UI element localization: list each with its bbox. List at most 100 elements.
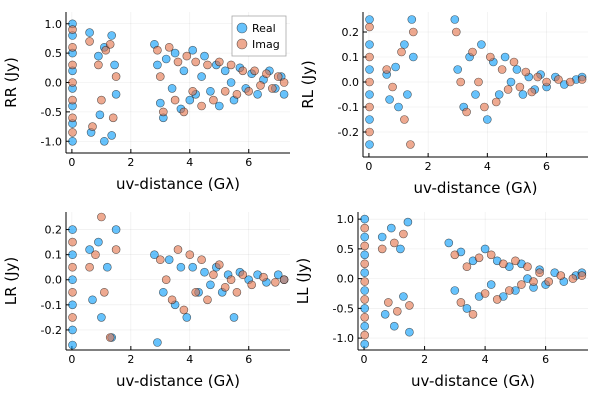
real-point	[188, 45, 197, 55]
imag-point	[405, 301, 414, 310]
real-point	[176, 262, 186, 272]
x-tick-label: 0	[365, 160, 372, 173]
imag-point	[68, 60, 77, 70]
y-tick-label: -0.1	[41, 299, 62, 312]
imag-point	[486, 250, 496, 260]
imag-point	[365, 127, 374, 137]
imag-point	[365, 102, 374, 112]
panel-rr: 0 2 4 6 -1.0 -0.5 0.0 0.5 1.0 uv-distance (Gλ) RR …	[2, 12, 290, 193]
imag-point	[167, 295, 177, 305]
imag-point	[503, 85, 513, 94]
real-point	[403, 217, 413, 227]
y-tick-label: 0.2	[45, 224, 63, 237]
imag-point	[97, 212, 106, 222]
imag-point	[88, 122, 97, 131]
imag-point	[85, 262, 94, 272]
real-point	[97, 313, 106, 322]
real-point	[85, 245, 94, 254]
real-point	[365, 15, 374, 24]
imag-point	[450, 250, 460, 260]
x-tick-label: 6	[245, 156, 252, 169]
real-point	[380, 309, 390, 319]
imag-point	[365, 77, 374, 87]
imag-point	[238, 270, 248, 280]
imag-point	[232, 90, 242, 99]
imag-point	[164, 42, 174, 52]
imag-point	[397, 47, 406, 57]
imag-point	[215, 57, 224, 67]
y-tick-label: 0.5	[337, 243, 355, 256]
real-point	[111, 225, 121, 234]
real-point	[253, 90, 262, 99]
imag-point	[159, 107, 168, 117]
imag-point	[279, 78, 289, 87]
real-point	[360, 214, 370, 224]
real-point	[360, 321, 370, 331]
imag-point	[68, 95, 77, 105]
real-point	[386, 223, 396, 233]
imag-point	[360, 223, 370, 233]
imag-point	[556, 271, 566, 280]
imag-point	[515, 82, 525, 92]
real-point	[226, 78, 236, 87]
imag-point	[185, 250, 195, 259]
imag-point	[492, 295, 502, 304]
imag-point	[527, 87, 537, 97]
imag-point	[462, 262, 472, 272]
imag-point	[535, 268, 544, 278]
series-imag	[68, 25, 289, 137]
real-point	[394, 102, 403, 112]
real-point	[405, 327, 414, 337]
imag-point	[267, 84, 277, 93]
real-point	[68, 325, 77, 335]
y-axis-label: RL (Jy)	[299, 60, 317, 109]
imag-point	[256, 81, 265, 90]
y-tick-label: -0.2	[41, 324, 62, 337]
imag-point	[360, 259, 370, 269]
imag-point	[360, 277, 370, 286]
imag-point	[456, 77, 466, 87]
imag-point	[91, 250, 100, 259]
real-point	[170, 48, 180, 58]
imag-point	[462, 107, 471, 117]
imag-point	[105, 333, 115, 342]
real-point	[220, 66, 230, 76]
imag-point	[408, 27, 418, 37]
imag-point	[365, 52, 374, 62]
imag-point	[517, 280, 526, 289]
x-tick-label: 2	[127, 353, 134, 366]
imag-point	[161, 275, 171, 285]
imag-point	[68, 262, 77, 272]
real-point	[462, 304, 472, 313]
real-point	[107, 31, 116, 40]
real-point	[400, 40, 409, 49]
real-point	[111, 90, 121, 99]
real-point	[103, 262, 112, 272]
panel-ll: 0 2 4 6 -1.0 -0.5 0.0 0.5 1.0 uv-distance (Gλ) LL …	[294, 212, 588, 390]
imag-point	[399, 229, 408, 239]
imag-point	[85, 37, 94, 46]
y-axis-label: LL (Jy)	[294, 258, 312, 305]
imag-point	[111, 72, 121, 81]
real-point	[518, 90, 528, 99]
imag-point	[568, 274, 578, 283]
real-point	[477, 40, 486, 49]
imag-point	[474, 77, 483, 87]
imag-point	[565, 77, 575, 87]
real-point	[110, 60, 119, 70]
real-point	[185, 95, 195, 105]
imag-point	[232, 287, 242, 297]
real-point	[450, 15, 460, 24]
panel-rl: 0 2 4 6 -0.2 -0.1 0.0 0.1 0.2 uv-distance (Gλ) RL …	[299, 12, 588, 197]
imag-point	[497, 65, 507, 74]
real-point	[453, 65, 463, 74]
imag-point	[533, 72, 543, 82]
real-point	[450, 286, 460, 295]
real-point	[107, 131, 116, 140]
series-imag	[360, 223, 587, 340]
imag-point	[97, 95, 106, 105]
imag-point	[273, 72, 283, 81]
real-point	[85, 28, 94, 37]
imag-point	[173, 245, 183, 254]
imag-point	[523, 262, 532, 272]
